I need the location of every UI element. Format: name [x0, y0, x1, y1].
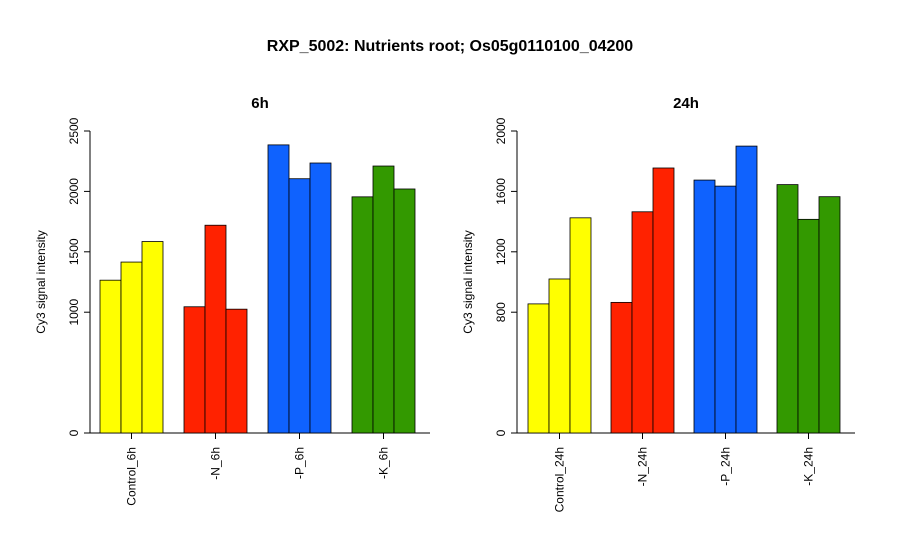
- bar: [714, 185, 737, 434]
- bar: [735, 145, 758, 434]
- bar: [288, 178, 311, 434]
- x-category-label: -N_24h: [636, 447, 650, 486]
- panel-6h: 6h Cy3 signal intensity 0 1000 1500 2000 2500 C…: [34, 95, 430, 506]
- y-tick-label: 1000: [67, 299, 81, 326]
- bar: [141, 241, 164, 434]
- bar: [351, 196, 374, 434]
- bar: [569, 217, 592, 434]
- y-tick-label: 1500: [67, 238, 81, 265]
- bar: [652, 167, 675, 434]
- bar: [797, 218, 820, 434]
- y-tick-label: 2000: [494, 117, 508, 144]
- y-axis-label: Cy3 signal intensity: [461, 230, 475, 333]
- y-tick-label: 0: [494, 429, 508, 436]
- x-category-label: Control_24h: [553, 447, 567, 512]
- y-tick-label: 1200: [494, 238, 508, 265]
- x-category-label: Control_6h: [125, 447, 139, 506]
- bar: [225, 308, 248, 434]
- bar: [120, 261, 143, 434]
- bar: [372, 165, 395, 434]
- y-axis-label: Cy3 signal intensity: [34, 230, 48, 333]
- bar: [204, 224, 227, 434]
- x-category-label: -K_24h: [802, 447, 816, 486]
- y-tick-label: 800: [494, 302, 508, 322]
- bar: [267, 144, 290, 434]
- bar: [527, 303, 550, 434]
- panel-title: 24h: [673, 95, 699, 112]
- x-category-label: -K_6h: [377, 447, 391, 479]
- panel-24h: 24h Cy3 signal intensity 0 800 1200 1600 2000 C…: [461, 95, 855, 512]
- bar: [393, 188, 416, 434]
- x-category-label: -P_6h: [293, 447, 307, 479]
- bar: [183, 306, 206, 434]
- bar: [99, 279, 122, 434]
- bar: [776, 184, 799, 434]
- bar: [693, 179, 716, 434]
- bar: [631, 211, 654, 434]
- x-category-label: -P_24h: [719, 447, 733, 486]
- y-tick-label: 2500: [67, 117, 81, 144]
- panel-title: 6h: [251, 95, 269, 112]
- page-title: RXP_5002: Nutrients root; Os05g0110100_0…: [266, 38, 634, 55]
- y-tick-label: 1600: [494, 178, 508, 205]
- bar: [309, 162, 332, 434]
- y-tick-label: 0: [67, 429, 81, 436]
- bar: [610, 301, 633, 434]
- x-category-label: -N_6h: [209, 447, 223, 480]
- y-tick-label: 2000: [67, 178, 81, 205]
- bar: [548, 278, 571, 434]
- bar: [818, 196, 841, 434]
